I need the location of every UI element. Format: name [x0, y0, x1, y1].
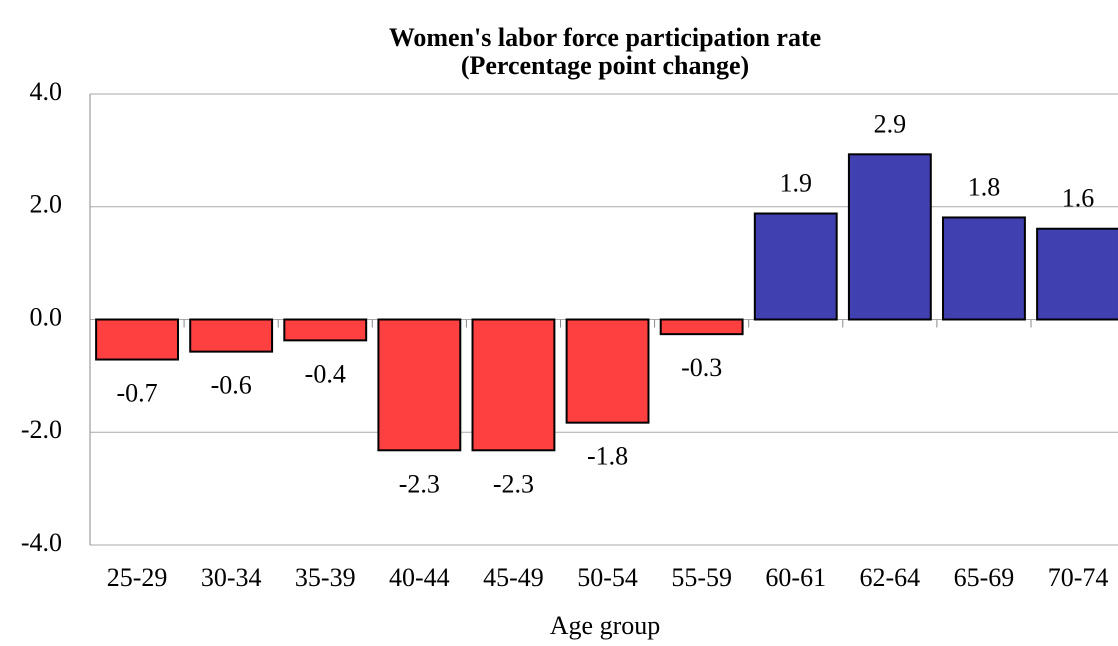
x-tick-label: 60-61 [765, 563, 826, 592]
y-tick-label: -4.0 [21, 528, 62, 557]
data-label: -1.8 [587, 442, 628, 471]
bar [95, 318, 179, 361]
bar [659, 318, 744, 336]
x-tick-label: 70-74 [1048, 563, 1109, 592]
x-tick-label: 55-59 [671, 563, 732, 592]
data-label: 1.9 [780, 168, 813, 197]
data-label: -0.7 [116, 378, 157, 407]
x-tick-label: 35-39 [295, 563, 356, 592]
y-tick-label: 4.0 [30, 77, 63, 106]
data-label: -0.3 [681, 353, 722, 382]
bar [753, 212, 838, 321]
bar [471, 318, 556, 452]
x-tick-label: 62-64 [860, 563, 921, 592]
x-tick-label: 40-44 [389, 563, 450, 592]
data-label: -0.6 [211, 371, 252, 400]
x-tick-label: 65-69 [954, 563, 1015, 592]
data-label: -2.3 [399, 469, 440, 498]
bar [283, 318, 368, 342]
data-label: 2.9 [874, 109, 907, 138]
bar [1036, 227, 1118, 321]
y-tick-label: 2.0 [30, 190, 63, 219]
bar [942, 216, 1026, 321]
x-tick-label: 45-49 [483, 563, 544, 592]
data-label: -2.3 [493, 469, 534, 498]
data-label: 1.8 [968, 172, 1001, 201]
y-tick-label: -2.0 [21, 415, 62, 444]
bar [189, 318, 274, 353]
data-label: 1.6 [1062, 184, 1095, 213]
x-tick-label: 25-29 [107, 563, 168, 592]
x-tick-label: 30-34 [201, 563, 262, 592]
y-tick-label: 0.0 [30, 302, 63, 331]
chart-title: Women's labor force participation rate [389, 23, 821, 52]
x-axis-title: Age group [550, 611, 660, 640]
bar [377, 318, 462, 452]
x-tick-label: 50-54 [577, 563, 638, 592]
chart-subtitle: (Percentage point change) [461, 51, 749, 80]
data-label: -0.4 [305, 359, 346, 388]
bar [565, 318, 650, 424]
bar [847, 153, 932, 321]
